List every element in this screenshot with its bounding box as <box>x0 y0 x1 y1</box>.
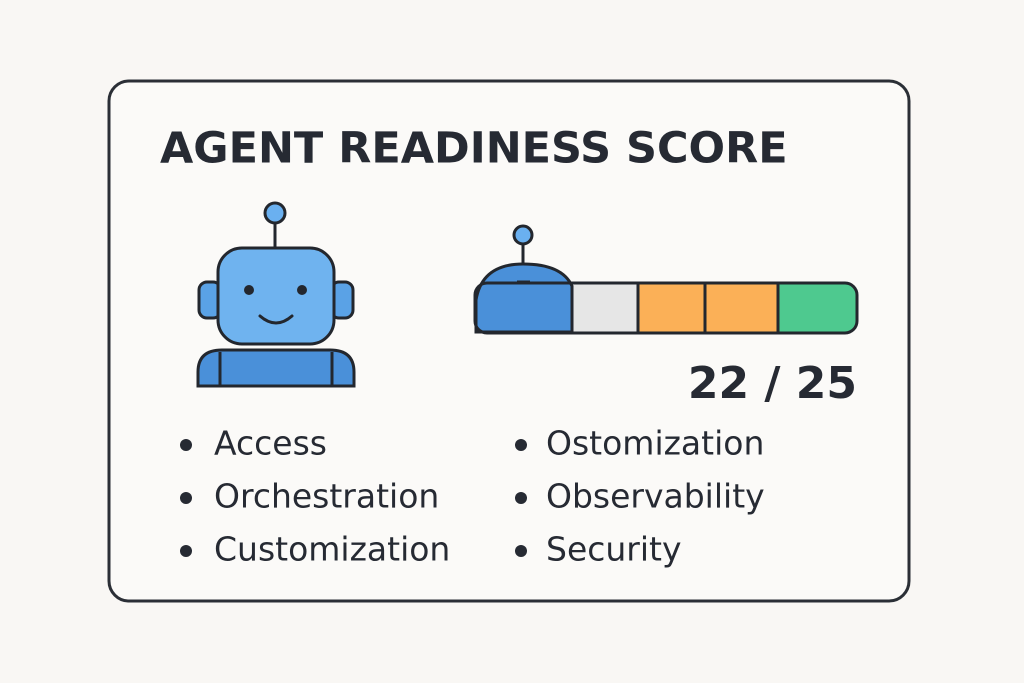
robot-icon <box>196 201 356 388</box>
list-item: Orchestration <box>214 477 439 516</box>
list-item: Customization <box>214 530 450 569</box>
list-item: Observability <box>546 477 765 516</box>
right-list: Ostomization Observability Security <box>515 424 765 569</box>
bullet <box>515 545 527 557</box>
list-item: Security <box>546 530 682 569</box>
card <box>107 79 911 603</box>
list-item: Access <box>214 424 327 463</box>
bullet <box>515 439 527 451</box>
bullet <box>180 492 192 504</box>
bullet <box>180 439 192 451</box>
left-list: Access Orchestration Customization <box>180 424 450 569</box>
title: AGENT READINESS SCORE <box>160 124 788 174</box>
bullet <box>515 492 527 504</box>
score: 22 / 25 <box>688 358 857 409</box>
list-item: Ostomization <box>546 424 764 463</box>
bullet <box>180 545 192 557</box>
progress-gauge <box>473 224 859 335</box>
